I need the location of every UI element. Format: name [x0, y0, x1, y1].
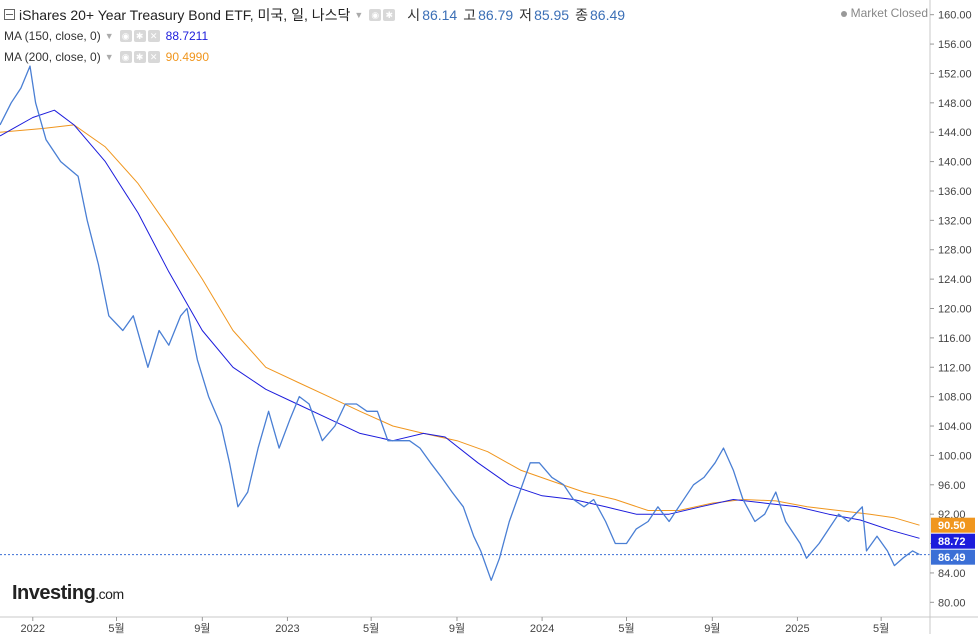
x-tick-label: 2023 [275, 623, 299, 634]
indicator-controls[interactable]: ◉ ✱ ✕ [119, 50, 160, 63]
eye-icon: ◉ [119, 50, 132, 63]
indicator-value: 90.4990 [165, 49, 210, 64]
x-tick-label: 2024 [530, 623, 554, 634]
indicator-controls[interactable]: ◉ ✱ ✕ [119, 29, 160, 42]
y-tick-label: 96.00 [938, 480, 966, 492]
indicator-value: 88.7211 [165, 28, 209, 43]
eye-icon: ◉ [369, 8, 382, 21]
settings-icon: ✱ [133, 29, 146, 42]
price-label-text: 88.72 [938, 536, 966, 548]
y-tick-label: 160.00 [938, 10, 972, 22]
collapse-icon[interactable] [4, 9, 15, 20]
x-tick-label: 5월 [363, 622, 379, 634]
y-tick-label: 132.00 [938, 215, 972, 227]
y-tick-label: 128.00 [938, 245, 972, 257]
chart-series [0, 65, 930, 581]
indicator-row-ma150: MA (150, close, 0) ▼ ◉ ✱ ✕ 88.7211 [4, 25, 625, 46]
y-tick-label: 120.00 [938, 304, 972, 316]
y-tick-label: 116.00 [938, 333, 971, 345]
caret-down-icon[interactable]: ▼ [354, 9, 364, 20]
price-label-box [931, 517, 975, 533]
y-tick-label: 136.00 [938, 186, 972, 198]
x-tick-label: 9월 [449, 622, 465, 634]
price-label-text: 90.50 [938, 520, 966, 532]
y-tick-label: 140.00 [938, 157, 972, 169]
y-tick-label: 104.00 [938, 421, 972, 433]
ma200-line [0, 124, 920, 526]
y-tick-label: 152.00 [938, 68, 972, 80]
logo-name: Investing [12, 582, 96, 604]
x-tick-label: 5월 [108, 622, 124, 634]
open-label: 시 [407, 6, 421, 23]
y-tick-label: 112.00 [938, 362, 971, 374]
investing-logo: Investing.com [12, 582, 124, 605]
price-line [0, 65, 920, 581]
price-label-box [931, 533, 975, 549]
market-status: Market Closed [840, 6, 928, 20]
y-tick-label: 124.00 [938, 274, 972, 286]
y-tick-label: 148.00 [938, 98, 972, 110]
high-label: 고 [463, 6, 477, 23]
title-row: iShares 20+ Year Treasury Bond ETF, 미국, … [4, 4, 625, 25]
settings-icon: ✱ [383, 8, 396, 21]
x-tick-label: 5월 [873, 622, 889, 634]
settings-icon: ✱ [133, 50, 146, 63]
x-tick-label: 9월 [194, 622, 210, 634]
price-label-box [931, 549, 975, 565]
close-value: 86.49 [590, 6, 626, 23]
x-tick-label: 2022 [21, 623, 45, 634]
y-tick-label: 156.00 [938, 39, 972, 51]
high-value: 86.79 [478, 6, 514, 23]
indicator-label: MA (150, close, 0) [4, 28, 101, 43]
logo-suffix: .com [95, 586, 124, 602]
y-tick-label: 144.00 [938, 127, 972, 139]
chart-legend: iShares 20+ Year Treasury Bond ETF, 미국, … [4, 4, 625, 67]
caret-down-icon[interactable]: ▼ [104, 30, 114, 41]
indicator-row-ma200: MA (200, close, 0) ▼ ◉ ✱ ✕ 90.4990 [4, 46, 625, 67]
y-tick-label: 108.00 [938, 392, 972, 404]
low-label: 저 [519, 6, 533, 23]
market-status-text: Market Closed [850, 6, 928, 20]
eye-icon: ◉ [119, 29, 132, 42]
x-tick-label: 2025 [785, 623, 809, 634]
close-icon: ✕ [147, 29, 160, 42]
open-value: 86.14 [422, 6, 458, 23]
caret-down-icon[interactable]: ▼ [104, 51, 114, 62]
close-label: 종 [575, 6, 588, 23]
indicator-label: MA (200, close, 0) [4, 49, 101, 64]
price-label-text: 86.49 [938, 552, 966, 564]
low-value: 85.95 [534, 6, 570, 23]
title-controls[interactable]: ◉ ✱ [369, 8, 396, 21]
x-tick-label: 9월 [704, 622, 720, 634]
y-tick-label: 84.00 [938, 568, 966, 580]
ma150-line [0, 109, 920, 539]
instrument-title: iShares 20+ Year Treasury Bond ETF, 미국, … [19, 6, 351, 23]
y-tick-label: 100.00 [938, 450, 972, 462]
y-tick-label: 80.00 [938, 597, 966, 609]
x-tick-label: 5월 [618, 622, 634, 634]
close-icon: ✕ [147, 50, 160, 63]
status-dot-icon [840, 10, 847, 17]
